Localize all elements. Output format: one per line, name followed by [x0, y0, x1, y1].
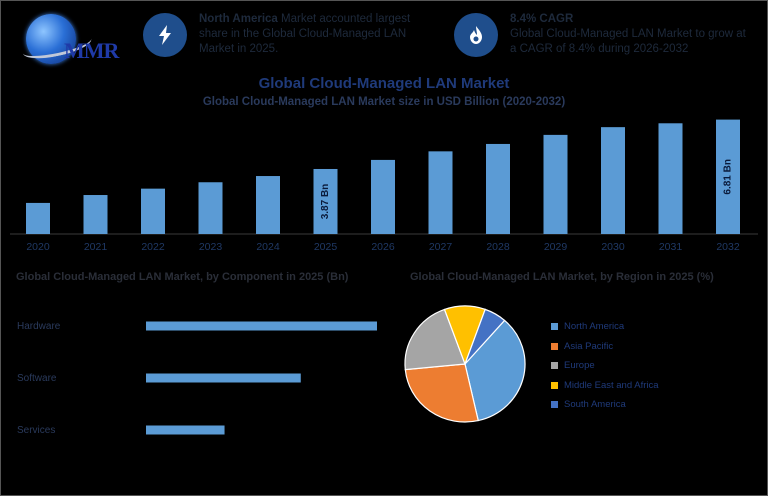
main-chart-title: Global Cloud-Managed LAN Market	[258, 75, 510, 92]
x-tick-label: 2029	[544, 241, 568, 253]
info-north-america-text: North America Market accounted largest s…	[199, 12, 429, 57]
bar-2025	[313, 168, 338, 234]
bar-2026	[371, 159, 395, 234]
x-tick-label: 2031	[659, 241, 683, 253]
component-label-services: Services	[17, 425, 55, 436]
legend-item-south-america: South America	[551, 395, 659, 415]
bar-2029	[543, 134, 568, 234]
pie-slice-south-america	[464, 308, 506, 365]
bar-2022	[141, 188, 165, 234]
legend-item-asia-pacific: Asia Pacific	[551, 337, 659, 357]
info-cagr-text: 8.4% CAGR Global Cloud-Managed LAN Market…	[510, 12, 755, 57]
x-tick-label: 2027	[429, 241, 453, 253]
flame-icon	[454, 13, 498, 57]
legend-item-europe: Europe	[551, 356, 659, 376]
x-tick-label: 2020	[26, 241, 50, 253]
legend-label: South America	[564, 399, 626, 411]
info-north-america-body: Market accounted largest share in the Gl…	[199, 13, 411, 55]
pie-slice-asia-pacific	[404, 363, 479, 423]
mmr-logo: MMR	[20, 12, 119, 68]
component-bar-services	[146, 425, 225, 435]
legend-swatch	[551, 401, 558, 409]
x-tick-label: 2026	[371, 241, 395, 253]
bar-2023	[198, 182, 223, 234]
legend-label: Europe	[564, 360, 595, 372]
x-tick-label: 2030	[601, 241, 625, 253]
legend-item-middle-east-and-africa: Middle East and Africa	[551, 376, 659, 396]
region-chart-title: Global Cloud-Managed LAN Market, by Regi…	[410, 271, 714, 283]
bar-2031	[658, 123, 683, 234]
component-bar-software	[146, 373, 301, 383]
info-cagr-body: Global Cloud-Managed LAN Market to grow …	[510, 28, 746, 55]
component-label-software: Software	[17, 373, 57, 384]
bar-2030	[601, 127, 625, 234]
legend-item-north-america: North America	[551, 317, 659, 337]
data-label: 3.87 Bn	[320, 184, 331, 220]
legend-swatch	[551, 381, 558, 389]
main-chart-subtitle: Global Cloud-Managed LAN Market size in …	[202, 96, 566, 108]
component-label-hardware: Hardware	[17, 321, 61, 332]
legend-label: North America	[564, 321, 625, 333]
legend-label: Middle East and Africa	[564, 379, 659, 391]
legend-swatch	[551, 362, 558, 370]
component-chart-title: Global Cloud-Managed LAN Market, by Comp…	[16, 271, 349, 283]
market-size-bar-chart: 2020 2021 2022 2023 2024 2025 3.87 Bn 2026 2027 2…	[10, 119, 758, 253]
data-label: 6.81 Bn	[723, 159, 734, 195]
bar-2027	[428, 151, 453, 234]
component-bar-hardware	[146, 321, 377, 331]
region-pie-chart	[404, 305, 526, 423]
legend-swatch	[551, 323, 558, 331]
info-north-america-bold: North America	[199, 13, 278, 25]
bar-2028	[486, 143, 510, 234]
x-tick-label: 2021	[84, 241, 108, 253]
x-tick-label: 2032	[716, 241, 740, 253]
info-north-america: North America Market accounted largest s…	[143, 10, 433, 60]
info-cagr-bold: 8.4% CAGR	[510, 13, 574, 25]
x-tick-label: 2028	[486, 241, 510, 253]
x-tick-label: 2024	[256, 241, 280, 253]
globe-icon	[26, 14, 76, 64]
bar-2021	[83, 195, 108, 234]
x-tick-label: 2025	[314, 241, 338, 253]
x-tick-label: 2023	[199, 241, 223, 253]
component-bar-chart: Hardware Software Services	[17, 321, 377, 436]
legend-label: Asia Pacific	[564, 340, 614, 352]
logo-brand: MMR	[64, 38, 119, 63]
lightning-icon	[143, 13, 187, 57]
bar-2032	[716, 119, 740, 234]
info-cagr: 8.4% CAGR Global Cloud-Managed LAN Market…	[454, 10, 754, 60]
bar-2024	[256, 176, 280, 234]
legend-swatch	[551, 342, 558, 350]
x-tick-label: 2022	[141, 241, 165, 253]
pie-slice-north-america	[464, 319, 526, 422]
region-legend: North America Asia Pacific Europe Middle Ea…	[551, 317, 659, 415]
bar-2020	[26, 202, 50, 234]
